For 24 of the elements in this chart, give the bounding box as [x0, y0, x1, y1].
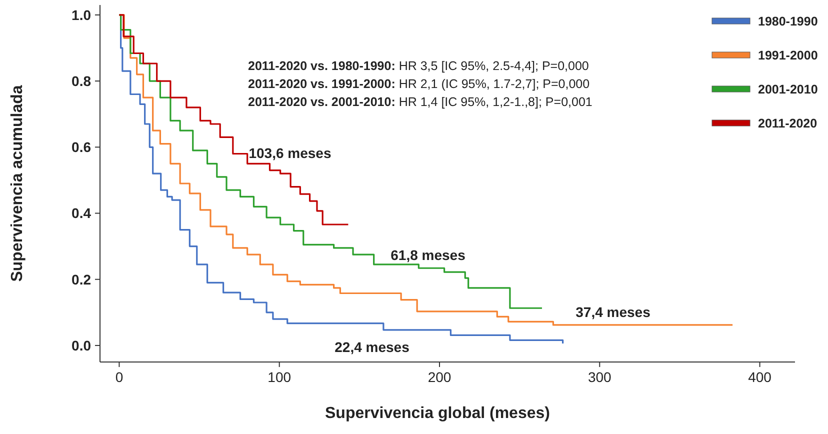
x-tick-label: 100 — [268, 369, 292, 385]
annotation: 37,4 meses — [576, 304, 651, 320]
y-tick-label: 0.0 — [72, 337, 92, 354]
legend-label: 1980-1990 — [758, 14, 818, 28]
annotation: 2011-2020 vs. 1980-1990: HR 3,5 [IC 95%, 2.5-4,4]; P=0,000 — [248, 59, 589, 73]
x-tick-label: 0 — [115, 369, 124, 385]
y-tick-label: 0.8 — [72, 72, 92, 89]
legend-label: 1991-2000 — [758, 48, 818, 62]
x-tick-label: 400 — [748, 369, 772, 385]
legend-label: 2011-2020 — [758, 116, 818, 130]
annotation: 2011-2020 vs. 2001-2010: HR 1,4 [IC 95%, 1,2-1.,8]; P=0,001 — [248, 95, 592, 109]
annotation: 2011-2020 vs. 1991-2000: HR 2,1 (IC 95%, 1.7-2,7]; P=0,000 — [248, 77, 590, 91]
y-axis-title: Supervivencia acumulada — [9, 85, 26, 282]
y-tick-label: 0.4 — [72, 205, 92, 222]
x-tick-label: 300 — [588, 369, 612, 385]
y-tick-label: 0.6 — [72, 139, 92, 156]
y-tick-label: 1.0 — [72, 6, 92, 23]
x-axis-title: Supervivencia global (meses) — [325, 405, 550, 422]
annotation: 61,8 meses — [390, 246, 466, 263]
legend-label: 2001-2010 — [758, 82, 818, 96]
annotation: 22,4 meses — [334, 338, 410, 355]
x-tick-label: 200 — [428, 369, 452, 385]
y-tick-label: 0.2 — [72, 271, 92, 288]
annotation: 103,6 meses — [248, 144, 332, 161]
